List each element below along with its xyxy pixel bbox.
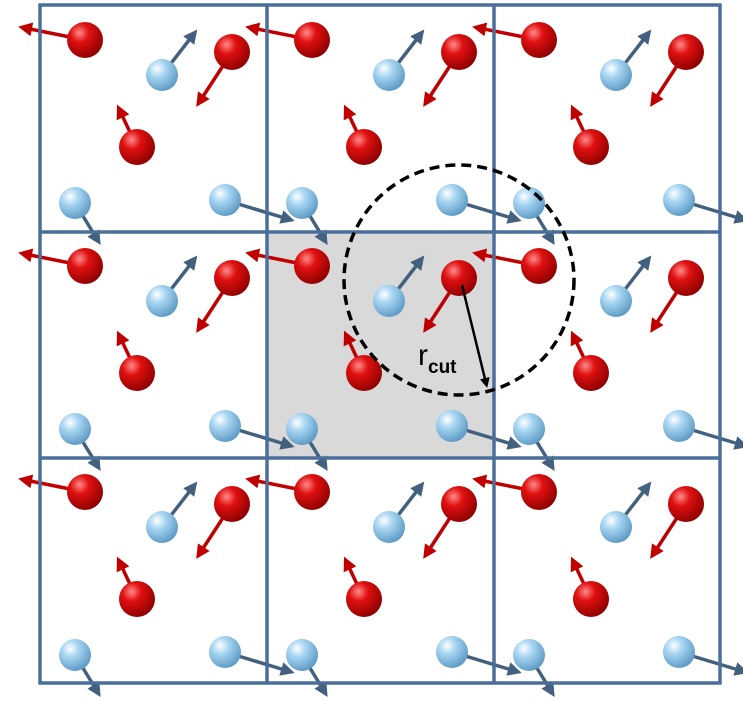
label-main: r [418, 339, 428, 372]
cutoff-circle [342, 163, 576, 397]
label-subscript: cut [428, 357, 457, 378]
cutoff-radius [460, 284, 490, 388]
cutoff-label: rcut [418, 339, 457, 378]
cell-grid [38, 3, 722, 685]
